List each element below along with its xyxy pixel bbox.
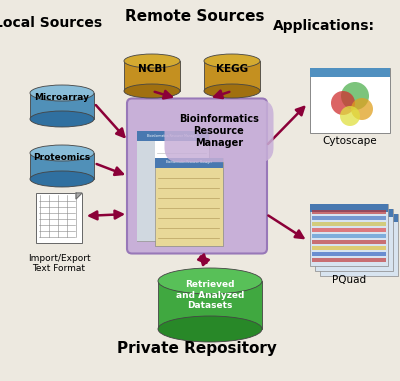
Ellipse shape bbox=[124, 54, 180, 68]
Bar bbox=[312, 210, 386, 214]
Ellipse shape bbox=[124, 84, 180, 98]
Bar bbox=[312, 252, 386, 256]
Bar bbox=[320, 214, 398, 276]
Text: Remote Sources: Remote Sources bbox=[125, 9, 265, 24]
Bar bbox=[137, 141, 155, 240]
Text: KEGG: KEGG bbox=[216, 64, 248, 74]
Circle shape bbox=[351, 98, 373, 120]
Bar bbox=[155, 157, 223, 168]
Ellipse shape bbox=[204, 84, 260, 98]
Text: Proteomics: Proteomics bbox=[34, 154, 90, 163]
Polygon shape bbox=[76, 193, 82, 199]
FancyBboxPatch shape bbox=[127, 99, 267, 253]
Bar bbox=[312, 240, 386, 244]
Bar bbox=[30, 153, 94, 179]
Ellipse shape bbox=[158, 268, 262, 294]
Bar bbox=[310, 204, 388, 212]
Ellipse shape bbox=[30, 85, 94, 101]
Bar bbox=[137, 131, 209, 141]
Bar bbox=[158, 281, 262, 329]
Bar bbox=[310, 68, 390, 77]
Bar bbox=[204, 61, 260, 91]
Bar bbox=[312, 258, 386, 262]
Text: Private Repository: Private Repository bbox=[117, 341, 277, 355]
Text: Cytoscape: Cytoscape bbox=[323, 136, 377, 146]
Bar bbox=[312, 222, 386, 226]
Text: NCBI: NCBI bbox=[138, 64, 166, 74]
Circle shape bbox=[340, 106, 360, 126]
Circle shape bbox=[341, 82, 369, 110]
Text: Retrieved
and Analyzed
Datasets: Retrieved and Analyzed Datasets bbox=[176, 280, 244, 310]
Bar bbox=[137, 131, 209, 240]
Ellipse shape bbox=[30, 145, 94, 161]
Bar bbox=[312, 216, 386, 220]
Ellipse shape bbox=[30, 171, 94, 187]
Text: Applications:: Applications: bbox=[273, 19, 375, 33]
Bar bbox=[310, 68, 390, 133]
Bar bbox=[310, 204, 388, 266]
Bar bbox=[320, 214, 398, 222]
Bar bbox=[30, 93, 94, 119]
Bar bbox=[124, 61, 180, 91]
Ellipse shape bbox=[30, 111, 94, 127]
Ellipse shape bbox=[204, 54, 260, 68]
Text: Bioinformatics Resource Manager: Bioinformatics Resource Manager bbox=[166, 160, 212, 165]
Circle shape bbox=[331, 91, 355, 115]
Text: Import/Export
Text Format: Import/Export Text Format bbox=[28, 254, 90, 274]
Bar bbox=[315, 209, 393, 271]
Bar bbox=[312, 228, 386, 232]
Ellipse shape bbox=[158, 316, 262, 342]
Text: Microarray: Microarray bbox=[34, 93, 90, 102]
Text: PQuad: PQuad bbox=[332, 275, 366, 285]
Bar bbox=[155, 157, 223, 245]
Bar bbox=[36, 193, 82, 243]
Bar bbox=[315, 209, 393, 217]
Text: Local Sources: Local Sources bbox=[0, 16, 102, 30]
Text: Bioinformatics Resource Manage...: Bioinformatics Resource Manage... bbox=[147, 133, 199, 138]
Bar bbox=[312, 246, 386, 250]
Bar bbox=[312, 234, 386, 238]
Text: Bioinformatics
Resource
Manager: Bioinformatics Resource Manager bbox=[179, 114, 259, 147]
